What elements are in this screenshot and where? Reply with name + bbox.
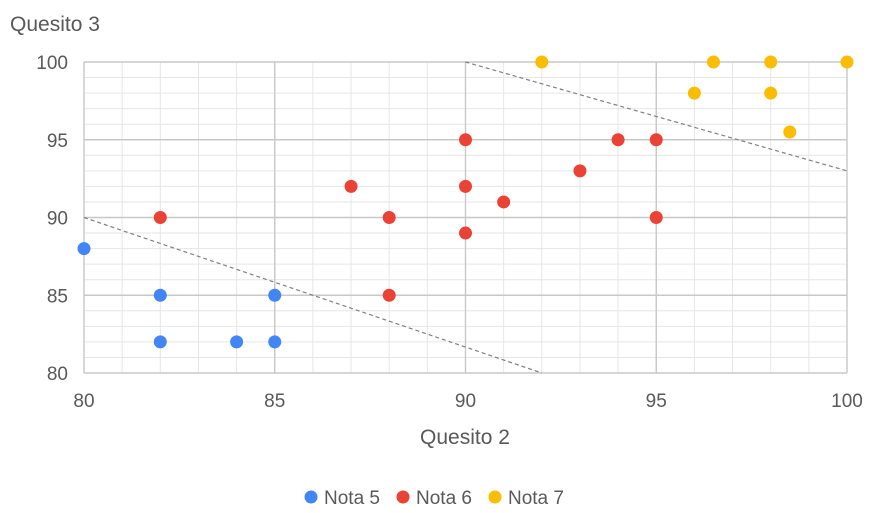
point-nota-5 [268, 335, 282, 349]
point-nota-7 [535, 55, 549, 69]
point-nota-6 [649, 211, 663, 224]
boundary-line [83, 216, 542, 374]
point-nota-5 [77, 242, 91, 256]
point-nota-6 [459, 226, 472, 240]
point-nota-5 [153, 288, 167, 302]
point-nota-6 [649, 133, 663, 147]
x-tick-label: 90 [455, 391, 476, 412]
x-tick-label: 95 [646, 391, 667, 412]
point-nota-7 [783, 125, 797, 139]
y-tick-label: 95 [47, 131, 68, 152]
point-nota-6 [573, 164, 587, 178]
point-nota-6 [459, 179, 472, 193]
point-nota-7 [764, 86, 778, 100]
y-tick-label: 100 [36, 53, 68, 74]
y-tick-labels: 80 85 90 95 100 [36, 53, 68, 385]
boundary-lines [83, 61, 848, 374]
point-nota-6 [382, 288, 396, 302]
point-nota-6 [459, 133, 472, 147]
point-nota-7 [840, 55, 854, 69]
data-points [77, 55, 854, 349]
x-tick-label: 100 [831, 391, 863, 412]
legend-label-nota-5: Nota 5 [324, 488, 380, 509]
legend-marker-nota-5 [304, 490, 318, 504]
point-nota-7 [764, 55, 778, 69]
point-nota-6 [497, 195, 511, 209]
x-tick-labels: 80 85 90 95 100 [73, 391, 862, 412]
point-nota-7 [687, 86, 701, 100]
x-tick-label: 80 [73, 391, 94, 412]
legend-label-nota-7: Nota 7 [508, 488, 564, 509]
point-nota-6 [611, 133, 625, 147]
y-tick-label: 85 [47, 286, 68, 307]
legend-marker-nota-7 [488, 490, 502, 504]
point-nota-5 [153, 335, 167, 349]
legend-marker-nota-6 [396, 490, 410, 504]
point-nota-6 [382, 211, 396, 224]
y-axis-title: Quesito 3 [10, 13, 100, 36]
major-gridlines [83, 61, 848, 374]
x-axis-title: Quesito 2 [420, 426, 510, 449]
point-nota-7 [706, 55, 720, 69]
point-nota-5 [230, 335, 244, 349]
legend: Nota 5 Nota 6 Nota 7 [304, 488, 564, 509]
point-nota-6 [153, 211, 167, 224]
y-tick-label: 80 [47, 364, 68, 385]
point-nota-6 [344, 179, 358, 193]
point-nota-5 [268, 288, 282, 302]
y-tick-label: 90 [47, 209, 68, 230]
legend-label-nota-6: Nota 6 [416, 488, 472, 509]
x-tick-label: 85 [264, 391, 285, 412]
boundary-line [465, 61, 848, 172]
